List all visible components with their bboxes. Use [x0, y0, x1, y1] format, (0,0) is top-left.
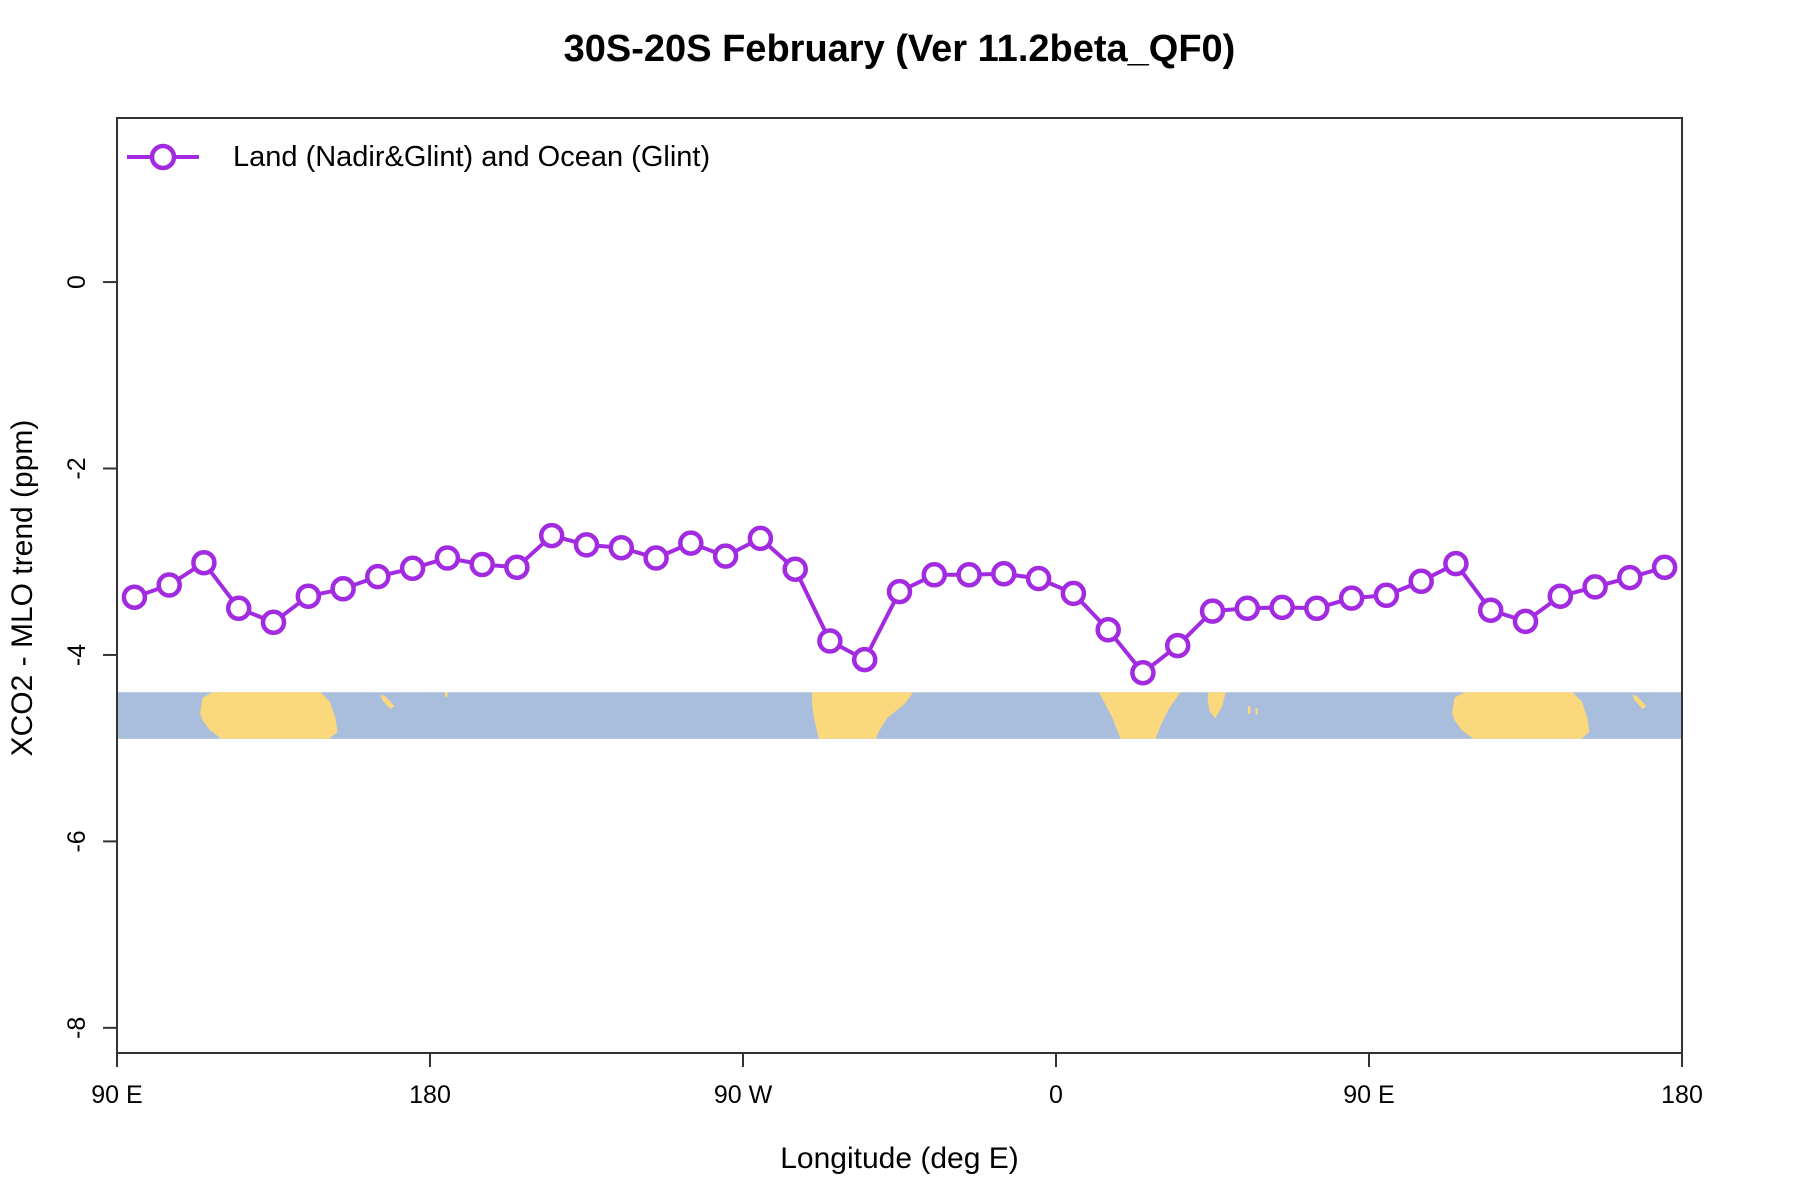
data-point [1025, 565, 1052, 592]
data-point [747, 525, 774, 552]
x-axis-tick-label: 0 [1049, 1081, 1063, 1109]
map-land-new-caledonia-wrapped [1632, 694, 1647, 709]
data-point [573, 532, 600, 558]
map-land-south-america [811, 692, 914, 739]
data-point [469, 551, 495, 578]
data-point [1304, 595, 1330, 622]
data-point [956, 562, 982, 588]
map-land-australia [200, 692, 338, 739]
y-axis-tick-label: -6 [63, 830, 91, 852]
y-axis-tick-label: 0 [63, 275, 91, 289]
data-point [1060, 580, 1087, 607]
data-point [538, 522, 565, 549]
data-point [295, 583, 322, 609]
data-point [1477, 597, 1504, 623]
data-point [191, 549, 217, 576]
data-point [121, 584, 148, 610]
data-point [260, 609, 287, 636]
map-land-reunion [1255, 708, 1258, 715]
data-point [1617, 564, 1643, 591]
data-point [434, 545, 461, 571]
data-point [1582, 574, 1608, 600]
data-point [643, 545, 669, 571]
data-point [886, 578, 913, 605]
data-point [851, 646, 878, 673]
data-point [399, 555, 426, 582]
data-point [1338, 585, 1365, 611]
data-point [1373, 582, 1400, 609]
map-land-australia-wrapped [1452, 692, 1590, 739]
data-point [1130, 659, 1156, 686]
data-point [608, 534, 635, 561]
data-point [225, 595, 252, 622]
data-point [1164, 632, 1191, 659]
x-axis-tick-label: 90 E [91, 1081, 142, 1109]
data-point [365, 563, 391, 590]
data-point [921, 562, 948, 588]
data-point [504, 554, 530, 581]
x-axis-title: Longitude (deg E) [780, 1142, 1019, 1175]
data-point [330, 576, 356, 602]
data-point [1512, 608, 1539, 635]
data-point [678, 530, 704, 556]
data-point [712, 543, 739, 569]
data-point [1443, 550, 1469, 577]
data-point [1234, 595, 1261, 622]
data-point [1547, 583, 1574, 609]
plot-border [116, 117, 1683, 1054]
data-point [817, 628, 843, 654]
x-axis-tick-label: 180 [1661, 1081, 1703, 1109]
legend: Land (Nadir&Glint) and Ocean (Glint) [125, 140, 710, 174]
data-point [782, 556, 808, 582]
map-land-madagascar [1207, 692, 1226, 719]
chart-title: 30S-20S February (Ver 11.2beta_QF0) [563, 28, 1236, 70]
data-point [1199, 598, 1226, 624]
data-point [1651, 554, 1678, 581]
map-land-mauritius [1248, 706, 1251, 714]
x-axis-tick-label: 90 E [1343, 1081, 1394, 1109]
data-point [991, 561, 1017, 587]
legend-label: Land (Nadir&Glint) and Ocean (Glint) [233, 140, 711, 173]
map-land-fiji [444, 692, 449, 698]
data-point [1408, 568, 1434, 595]
y-axis-tick-label: -2 [63, 457, 91, 479]
x-axis-tick-label: 180 [409, 1081, 451, 1109]
data-point [156, 572, 182, 598]
legend-line-circle-icon [127, 143, 199, 171]
data-point [1269, 594, 1295, 621]
map-land-africa [1098, 692, 1181, 739]
data-point [1095, 617, 1121, 643]
y-axis-tick-label: -8 [63, 1017, 91, 1039]
x-axis-tick-label: 90 W [714, 1081, 773, 1109]
y-axis-tick-label: -4 [63, 644, 91, 666]
map-land-new-caledonia [380, 694, 395, 709]
